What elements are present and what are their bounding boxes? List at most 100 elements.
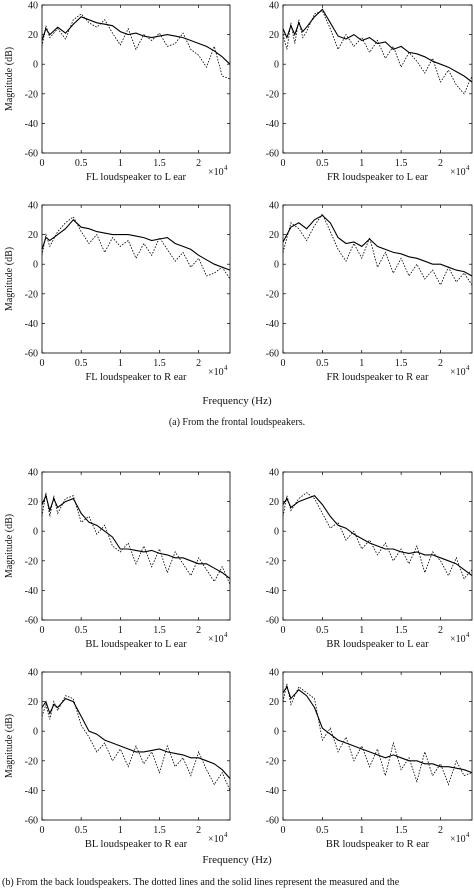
y-axis-label: Magnitude (dB) (4, 514, 15, 578)
x-tick-label: 2 (438, 625, 443, 636)
x-tick-label: 1 (359, 825, 364, 836)
x-tick-label: 2 (196, 625, 201, 636)
x-tick-label: 0 (40, 358, 45, 369)
x-tick-label: 1 (118, 625, 123, 636)
series-line-modeled (282, 495, 473, 577)
y-tick-label: 40 (269, 201, 279, 212)
series-line-measured (41, 695, 231, 791)
series-line-measured (282, 213, 473, 286)
x-tick-label: 0 (281, 625, 286, 636)
panel-4: -60 -40 -20 0 20 40 0 0.5 1 1.5 2 ×10 4 FR loudspeake… (266, 201, 473, 383)
x-tick-label: 1.5 (395, 158, 408, 169)
y-axis-label: Magnitude (dB) (4, 714, 15, 778)
plot-frame (282, 4, 473, 154)
x-tick-label: 0.5 (316, 625, 329, 636)
series-line-measured (41, 13, 231, 80)
x-tick-label: 1 (118, 825, 123, 836)
x-multiplier: ×10 (450, 634, 466, 645)
x-tick-label: 0.5 (75, 358, 88, 369)
panel-3: -60 -40 -20 0 20 40 0 0.5 1 1.5 2 ×10 4 Magnitude (dB… (4, 201, 231, 383)
x-multiplier-exp: 4 (224, 164, 228, 172)
x-tick-label: 0.5 (316, 825, 329, 836)
y-axis-label: Magnitude (dB) (4, 47, 15, 111)
series-line-modeled (41, 697, 231, 779)
panel-6: -60 -40 -20 0 20 40 0 0.5 1 1.5 2 ×10 4 BR loudspeake… (266, 468, 473, 650)
y-tick-label: 20 (269, 30, 279, 41)
y-tick-label: 0 (274, 727, 279, 738)
x-multiplier: ×10 (208, 834, 224, 845)
x-tick-label: 0 (281, 358, 286, 369)
x-tick-label: 2 (438, 158, 443, 169)
x-tick-label: 0.5 (75, 625, 88, 636)
y-tick-label: -60 (266, 349, 279, 360)
y-tick-label: 20 (28, 697, 38, 708)
panel-2: -60 -40 -20 0 20 40 0 0.5 1 1.5 2 ×10 4 FR loudspeake… (266, 1, 473, 183)
y-tick-label: -40 (266, 786, 279, 797)
y-tick-label: -20 (25, 756, 38, 767)
y-tick-label: 40 (269, 1, 279, 12)
y-tick-label: -20 (25, 289, 38, 300)
y-tick-label: -40 (25, 119, 38, 130)
x-multiplier: ×10 (208, 367, 224, 378)
shared-xlabel-back: Frequency (Hz) (202, 854, 272, 866)
series-line-measured (282, 683, 473, 786)
panel-8: -60 -40 -20 0 20 40 0 0.5 1 1.5 2 ×10 4 BR loudspeake… (266, 668, 473, 850)
x-axis-label: BL loudspeaker to R ear (85, 839, 188, 850)
y-tick-label: -20 (266, 289, 279, 300)
x-multiplier-exp: 4 (466, 831, 470, 839)
x-tick-label: 1 (359, 625, 364, 636)
y-tick-label: 20 (28, 230, 38, 241)
y-tick-label: -40 (25, 586, 38, 597)
plot-frame (282, 671, 473, 821)
panel-5: -60 -40 -20 0 20 40 0 0.5 1 1.5 2 ×10 4 Magnitude (dB… (4, 468, 231, 650)
series-line-measured (282, 492, 473, 580)
y-tick-label: 0 (33, 527, 38, 538)
x-axis-label: BR loudspeaker to L ear (326, 639, 429, 650)
x-tick-label: 1.5 (395, 825, 408, 836)
x-multiplier-exp: 4 (466, 631, 470, 639)
y-tick-label: -40 (25, 786, 38, 797)
x-tick-label: 0 (281, 825, 286, 836)
x-axis-label: FR loudspeaker to R ear (326, 372, 429, 383)
x-tick-label: 1 (359, 158, 364, 169)
x-multiplier: ×10 (208, 167, 224, 178)
x-tick-label: 0.5 (75, 825, 88, 836)
plot-frame (282, 471, 473, 621)
y-tick-label: -40 (266, 119, 279, 130)
series-line-modeled (282, 685, 473, 774)
y-tick-label: 40 (269, 468, 279, 479)
series-line-modeled (282, 8, 473, 83)
x-multiplier-exp: 4 (466, 164, 470, 172)
y-tick-label: 40 (28, 1, 38, 12)
y-tick-label: -40 (266, 586, 279, 597)
series-line-measured (282, 10, 473, 95)
y-tick-label: -20 (25, 89, 38, 100)
x-tick-label: 0.5 (316, 158, 329, 169)
x-tick-label: 2 (438, 358, 443, 369)
y-tick-label: -40 (266, 319, 279, 330)
y-tick-label: 40 (28, 468, 38, 479)
y-tick-label: 0 (274, 60, 279, 71)
y-axis-label: Magnitude (dB) (4, 247, 15, 311)
x-axis-label: FR loudspeaker to L ear (327, 172, 429, 183)
x-tick-label: 2 (196, 158, 201, 169)
y-tick-label: -60 (25, 149, 38, 160)
x-multiplier-exp: 4 (224, 631, 228, 639)
y-tick-label: 40 (28, 668, 38, 679)
y-tick-label: 40 (28, 201, 38, 212)
y-tick-label: -60 (25, 816, 38, 827)
series-line-measured (41, 492, 231, 585)
y-tick-label: 0 (33, 60, 38, 71)
x-multiplier: ×10 (450, 167, 466, 178)
y-tick-label: -60 (25, 349, 38, 360)
x-tick-label: 1.5 (153, 625, 166, 636)
y-tick-label: -60 (266, 149, 279, 160)
x-tick-label: 1 (359, 358, 364, 369)
y-tick-label: 0 (274, 260, 279, 271)
x-tick-label: 0.5 (316, 358, 329, 369)
x-axis-label: FL loudspeaker to L ear (86, 172, 187, 183)
caption-back: (b) From the back loudspeakers. The dott… (2, 877, 400, 888)
series-line-modeled (282, 214, 473, 277)
x-multiplier-exp: 4 (224, 831, 228, 839)
